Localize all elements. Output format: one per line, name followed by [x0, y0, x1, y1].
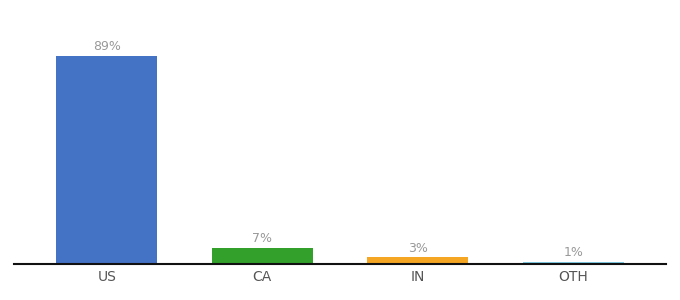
Text: 89%: 89%: [93, 40, 121, 53]
Bar: [56, 56, 157, 264]
Text: 1%: 1%: [563, 246, 583, 259]
Text: 7%: 7%: [252, 232, 272, 245]
Bar: [523, 262, 624, 264]
Bar: [211, 248, 313, 264]
Bar: [367, 257, 469, 264]
Text: 3%: 3%: [408, 242, 428, 255]
